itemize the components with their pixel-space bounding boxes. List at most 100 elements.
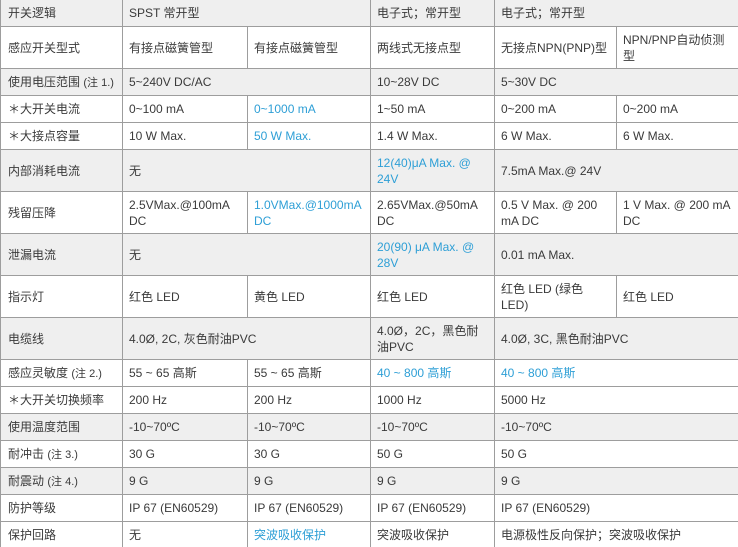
spec-cell: -10~70ºC [122, 413, 248, 441]
spec-row: 电缆线 4.0Ø, 2C, 灰色耐油PVC 4.0Ø，2C，黑色耐油PVC 4.0Ø,… [0, 317, 738, 360]
spec-row: ＊大开关切换频率 200 Hz 200 Hz 1000 Hz 5000 Hz [0, 386, 738, 414]
spec-cell: 4.0Ø, 2C, 灰色耐油PVC [122, 317, 371, 360]
spec-cell: 50 G [493, 440, 738, 468]
row-label: 感应灵敏度 (注 2.) [0, 359, 123, 387]
spec-cell: IP 67 (EN60529) [493, 494, 738, 522]
spec-cell: 40 ~ 800 高斯 [370, 359, 495, 387]
row-label-text: 使用温度范围 [8, 420, 81, 434]
spec-cell: 2.5VMax.@100mA DC [122, 191, 248, 234]
spec-row: 使用电压范围 (注 1.) 5~240V DC/AC 10~28V DC 5~30V … [0, 68, 738, 96]
row-label-text: 残留压降 [8, 205, 57, 220]
row-label-text: 感应开关型式 [8, 40, 81, 55]
spec-cell: 有接点磁簧管型 [247, 26, 371, 69]
row-label: 使用电压范围 (注 1.) [0, 68, 123, 96]
row-label-note: (注 3.) [47, 448, 78, 461]
spec-cell: 无 [122, 149, 371, 192]
spec-cell: 30 G [122, 440, 248, 468]
row-label: 防护等级 [0, 494, 123, 522]
spec-cell: 55 ~ 65 高斯 [247, 359, 371, 387]
spec-row: ＊大开关电流 0~100 mA 0~1000 mA 1~50 mA 0~200 mA 0~… [0, 95, 738, 123]
spec-cell: 突波吸收保护 [370, 521, 495, 547]
row-label: 电缆线 [0, 317, 123, 360]
row-label: 使用温度范围 [0, 413, 123, 441]
spec-cell: 4.0Ø，2C，黑色耐油PVC [370, 317, 495, 360]
row-label-text: 保护回路 [8, 528, 57, 542]
row-label-text: ＊大接点容量 [8, 129, 81, 143]
spec-row: 感应开关型式 有接点磁簧管型 有接点磁簧管型 两线式无接点型 无接点NPN(PNP)型 N… [0, 26, 738, 69]
spec-cell: 红色 LED [615, 275, 738, 318]
spec-cell: 电源极性反向保护；突波吸收保护 [493, 521, 738, 547]
spec-cell: 10 W Max. [122, 122, 248, 150]
spec-cell: 0~200 mA [615, 95, 738, 123]
spec-cell: 55 ~ 65 高斯 [122, 359, 248, 387]
spec-cell: 红色 LED [370, 275, 495, 318]
spec-cell: 0~1000 mA [247, 95, 371, 123]
spec-cell: 两线式无接点型 [370, 26, 495, 69]
spec-row: 开关逻辑 SPST 常开型 电子式；常开型 电子式；常开型 [0, 0, 738, 27]
row-label: 耐震动 (注 4.) [0, 467, 123, 495]
row-label: 指示灯 [0, 275, 123, 318]
spec-cell: 9 G [122, 467, 248, 495]
spec-cell: 1 V Max. @ 200 mA DC [615, 191, 738, 234]
row-label-text: ＊大开关电流 [8, 102, 81, 116]
spec-cell: 0.5 V Max. @ 200 mA DC [494, 191, 617, 234]
spec-cell: 200 Hz [247, 386, 371, 414]
row-label-text: 使用电压范围 [8, 74, 81, 89]
row-label-text: 防护等级 [8, 501, 57, 515]
row-label: 泄漏电流 [0, 233, 123, 276]
spec-cell: 5000 Hz [493, 386, 738, 414]
spec-row: 使用温度范围 -10~70ºC -10~70ºC -10~70ºC -10~70ºC [0, 413, 738, 441]
row-label-text: ＊大开关切换频率 [8, 393, 105, 407]
spec-cell: 6 W Max. [615, 122, 738, 150]
spec-row: 感应灵敏度 (注 2.) 55 ~ 65 高斯 55 ~ 65 高斯 40 ~ 800… [0, 359, 738, 387]
spec-cell: 无 [122, 233, 371, 276]
spec-cell: 红色 LED [122, 275, 248, 318]
spec-cell: 7.5mA Max.@ 24V [493, 149, 738, 192]
row-label: 残留压降 [0, 191, 123, 234]
spec-row: 保护回路无突波吸收保护 突波吸收保护 电源极性反向保护；突波吸收保护 [0, 521, 738, 547]
spec-cell: 10~28V DC [370, 68, 495, 96]
spec-row: 内部消耗电流 无 12(40)μA Max. @ 24V 7.5mA Max.@ 24… [0, 149, 738, 192]
row-label: 保护回路 [0, 521, 123, 547]
row-label-text: 耐冲击 [8, 446, 45, 461]
spec-cell: 50 G [370, 440, 495, 468]
spec-row: 耐冲击 (注 3.) 30 G 30 G 50 G 50 G [0, 440, 738, 468]
spec-cell: 9 G [493, 467, 738, 495]
spec-cell: 12(40)μA Max. @ 24V [370, 149, 495, 192]
row-label-text: 电缆线 [8, 331, 45, 346]
spec-cell: 无接点NPN(PNP)型 [494, 26, 617, 69]
spec-cell: 黄色 LED [247, 275, 371, 318]
spec-cell: 5~30V DC [493, 68, 738, 96]
row-label: 开关逻辑 [0, 0, 123, 27]
spec-cell: IP 67 (EN60529) [122, 494, 248, 522]
row-label-text: 指示灯 [8, 289, 45, 304]
row-label-note: (注 4.) [47, 475, 78, 488]
spec-cell: -10~70ºC [493, 413, 738, 441]
row-label: ＊大开关电流 [0, 95, 123, 123]
spec-cell: 0~200 mA [494, 95, 617, 123]
spec-cell: 有接点磁簧管型 [122, 26, 248, 69]
row-label: ＊大接点容量 [0, 122, 123, 150]
row-label-text: 开关逻辑 [8, 6, 57, 20]
spec-row: 指示灯 红色 LED 黄色 LED 红色 LED 红色 LED (绿色 LED) 红色 L… [0, 275, 738, 318]
spec-cell: 20(90) μA Max. @ 28V [370, 233, 495, 276]
spec-cell: 突波吸收保护 [247, 521, 371, 547]
spec-row: 泄漏电流 无 20(90) μA Max. @ 28V 0.01 mA Max. [0, 233, 738, 276]
spec-row: ＊大接点容量 10 W Max. 50 W Max. 1.4 W Max. 6 W Ma… [0, 122, 738, 150]
spec-cell: 1000 Hz [370, 386, 495, 414]
spec-cell: 2.65VMax.@50mA DC [370, 191, 495, 234]
spec-cell: 5~240V DC/AC [122, 68, 371, 96]
spec-cell: 红色 LED (绿色 LED) [494, 275, 617, 318]
spec-cell: -10~70ºC [247, 413, 371, 441]
spec-cell: 0.01 mA Max. [493, 233, 738, 276]
spec-cell: 无 [122, 521, 248, 547]
spec-cell: IP 67 (EN60529) [370, 494, 495, 522]
spec-cell: 1~50 mA [370, 95, 495, 123]
row-label: 耐冲击 (注 3.) [0, 440, 123, 468]
spec-cell: 50 W Max. [247, 122, 371, 150]
spec-cell: 9 G [370, 467, 495, 495]
spec-row: 残留压降 2.5VMax.@100mA DC 1.0VMax.@1000mA DC 2… [0, 191, 738, 234]
